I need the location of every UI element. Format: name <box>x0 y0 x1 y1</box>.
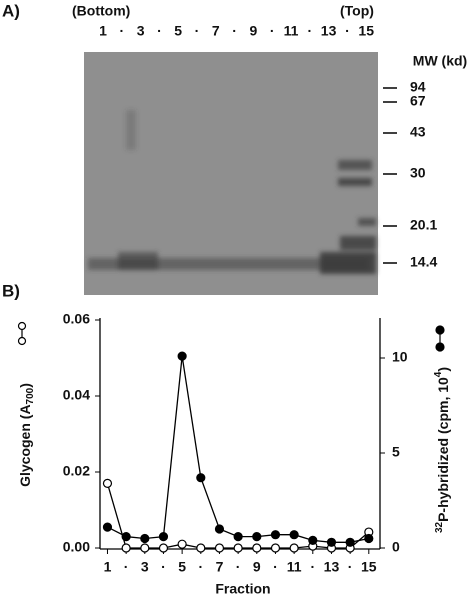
x-tick-label: · <box>198 559 203 575</box>
data-point <box>326 537 337 547</box>
lane-label: · <box>119 23 124 39</box>
data-point <box>158 531 169 542</box>
top-label: (Top) <box>340 3 374 19</box>
data-point <box>233 543 243 553</box>
marker-label: 20.1 <box>410 217 437 233</box>
x-tick-label: 1 <box>104 559 112 575</box>
x-tick-label: · <box>124 559 129 575</box>
y2-tick-label: 10 <box>392 349 408 365</box>
lane-label: · <box>345 23 350 39</box>
y2-axis-title: 32P-hybridized (cpm, 104) <box>433 367 451 533</box>
lane-label: · <box>157 23 162 39</box>
lane-label: 1 <box>99 23 107 39</box>
lane-label: · <box>270 23 275 39</box>
x-tick-label: · <box>161 559 166 575</box>
data-point <box>214 543 225 553</box>
marker-label: 30 <box>410 165 426 181</box>
y-tick-label: 0.04 <box>63 387 90 403</box>
y-axis-title-part: Glycogen (A <box>17 404 33 486</box>
data-point <box>233 531 243 542</box>
data-point <box>364 533 374 544</box>
gel <box>84 52 378 295</box>
y2-axis-title-sup: 4 <box>433 371 444 377</box>
x-tick-label: 9 <box>253 559 261 575</box>
bottom-label: (Bottom) <box>72 3 130 19</box>
x-axis-title: Fraction <box>215 581 270 597</box>
axes <box>99 318 381 550</box>
data-point <box>177 351 187 361</box>
y-tick-label: 0.02 <box>63 463 90 479</box>
series-line <box>107 356 369 543</box>
marker-label: 67 <box>410 93 426 109</box>
x-tick-label: 5 <box>178 559 186 575</box>
data-point <box>308 535 318 546</box>
data-point <box>345 537 355 547</box>
lane-label: · <box>195 23 200 39</box>
y2-tick-label: 0 <box>392 539 400 555</box>
data-point <box>121 531 131 542</box>
data-point <box>252 531 262 542</box>
data-point <box>102 522 113 532</box>
y-tick-label: 0.00 <box>63 539 90 555</box>
data-point <box>196 473 206 483</box>
data-point <box>252 543 262 553</box>
y-axis-title-sub: 700 <box>25 387 36 404</box>
lane-label: 11 <box>284 23 299 39</box>
marker-label: 94 <box>410 79 426 95</box>
x-tick-label: · <box>348 559 353 575</box>
x-tick-label: 13 <box>324 559 340 575</box>
data-point <box>177 539 187 549</box>
x-tick-label: 7 <box>216 559 224 575</box>
data-point <box>140 543 150 553</box>
y-axis-title: Glycogen (A700) <box>17 383 36 487</box>
panel-label: B) <box>2 281 20 300</box>
data-point <box>270 530 281 540</box>
lane-label: · <box>307 23 312 39</box>
data-point <box>121 543 131 553</box>
y2-axis-title-part: P-hybridized (cpm, 10 <box>435 377 451 522</box>
data-point <box>140 533 150 544</box>
mw-title: MW (kd) <box>413 53 467 69</box>
data-point <box>102 478 113 488</box>
data-point <box>158 543 169 553</box>
lane-label: 15 <box>358 23 374 39</box>
x-tick-label: 11 <box>287 559 302 575</box>
lane-label: 3 <box>137 23 145 39</box>
data-point <box>196 543 206 553</box>
marker-label: 43 <box>410 124 426 140</box>
lane-label: 5 <box>174 23 182 39</box>
lane-label: · <box>232 23 237 39</box>
y-tick-label: 0.06 <box>63 311 90 327</box>
legend-open <box>17 321 27 346</box>
lane-label: 13 <box>321 23 337 39</box>
x-tick-label: · <box>273 559 278 575</box>
x-tick-label: · <box>236 559 241 575</box>
y2-axis-title-part: ) <box>435 367 451 372</box>
y2-tick-label: 5 <box>392 444 400 460</box>
data-point <box>289 543 299 553</box>
y-axis-title-part: ) <box>17 383 33 388</box>
data-point <box>214 524 225 534</box>
legend-filled <box>435 325 445 352</box>
data-point <box>289 530 299 540</box>
y2-axis-title-sup: 32 <box>434 521 445 533</box>
x-tick-label: 3 <box>141 559 149 575</box>
lane-label: 7 <box>212 23 220 39</box>
lane-label: 9 <box>250 23 258 39</box>
x-tick-label: 15 <box>361 559 377 575</box>
data-point <box>270 543 281 553</box>
panel-label: A) <box>2 1 20 20</box>
marker-label: 14.4 <box>410 254 437 270</box>
x-tick-label: · <box>310 559 315 575</box>
